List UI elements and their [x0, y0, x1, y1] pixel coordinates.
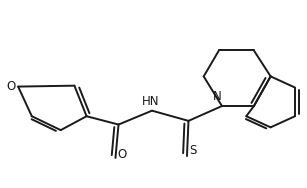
Text: N: N	[213, 90, 222, 103]
Text: S: S	[189, 144, 196, 157]
Text: O: O	[6, 80, 15, 93]
Text: O: O	[117, 148, 126, 161]
Text: HN: HN	[142, 95, 159, 108]
